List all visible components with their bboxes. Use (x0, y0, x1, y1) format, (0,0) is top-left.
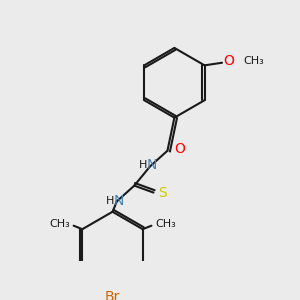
Text: N: N (147, 158, 157, 172)
Text: CH₃: CH₃ (243, 56, 264, 66)
Text: O: O (174, 142, 185, 156)
Text: H: H (106, 196, 114, 206)
Text: O: O (224, 54, 234, 68)
Text: S: S (158, 186, 167, 200)
Text: CH₃: CH₃ (155, 219, 176, 229)
Text: Br: Br (105, 290, 120, 300)
Text: CH₃: CH₃ (50, 219, 70, 229)
Text: N: N (113, 194, 124, 208)
Text: H: H (139, 160, 147, 170)
